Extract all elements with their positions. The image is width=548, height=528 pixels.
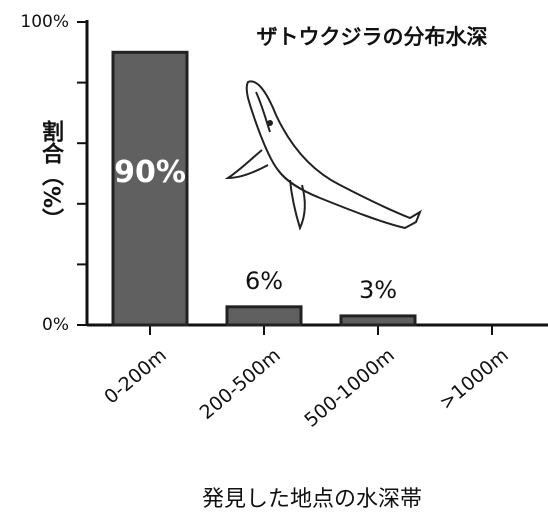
bar — [225, 305, 303, 327]
x-tick-label: >1000m — [435, 344, 513, 414]
x-tick-label: 500-1000m — [300, 344, 398, 432]
chart-title: ザトウクジラの分布水深 — [257, 25, 488, 49]
value-label: 90% — [114, 155, 186, 190]
bar — [111, 50, 189, 327]
value-label: 3% — [359, 276, 397, 304]
y-axis-label: 割合（%） — [38, 119, 64, 230]
y-tick-label: 0% — [42, 315, 69, 335]
x-tick-label: 0-200m — [100, 344, 171, 408]
x-axis-label: 発見した地点の水深帯 — [202, 487, 422, 512]
y-tick-label: 100% — [20, 12, 69, 32]
whale-illustration — [224, 80, 423, 231]
value-label: 6% — [245, 267, 283, 295]
bar — [339, 314, 417, 327]
x-tick-label: 200-500m — [196, 344, 285, 424]
